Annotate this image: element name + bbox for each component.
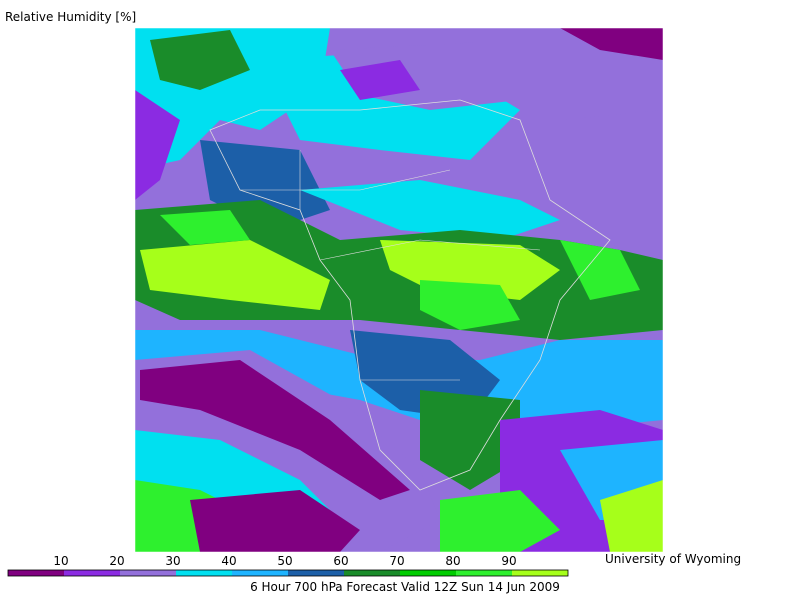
colorbar-label: 70	[389, 554, 404, 568]
colorbar-swatch	[120, 570, 176, 576]
title: Relative Humidity [%]	[5, 10, 136, 24]
colorbar-swatch	[232, 570, 288, 576]
colorbar-swatch	[400, 570, 456, 576]
colorbar-swatch	[456, 570, 512, 576]
colorbar-label: 20	[109, 554, 124, 568]
colorbar-swatch	[64, 570, 120, 576]
colorbar-label: 50	[277, 554, 292, 568]
colorbar-swatch	[512, 570, 568, 576]
colorbar: 10 20 30 40 50 60 70 80 90	[7, 554, 569, 577]
colorbar-label: 40	[221, 554, 236, 568]
colorbar-label: 60	[333, 554, 348, 568]
colorbar-label: 10	[53, 554, 68, 568]
colorbar-label: 80	[445, 554, 460, 568]
map	[134, 27, 664, 553]
caption: 6 Hour 700 hPa Forecast Valid 12Z Sun 14…	[250, 580, 560, 594]
colorbar-swatch	[344, 570, 400, 576]
colorbar-frame	[7, 569, 569, 577]
colorbar-swatch	[176, 570, 232, 576]
colorbar-label: 90	[501, 554, 516, 568]
colorbar-swatch	[288, 570, 344, 576]
colorbar-label: 30	[165, 554, 180, 568]
credit: University of Wyoming	[605, 552, 741, 566]
colorbar-swatch	[8, 570, 64, 576]
